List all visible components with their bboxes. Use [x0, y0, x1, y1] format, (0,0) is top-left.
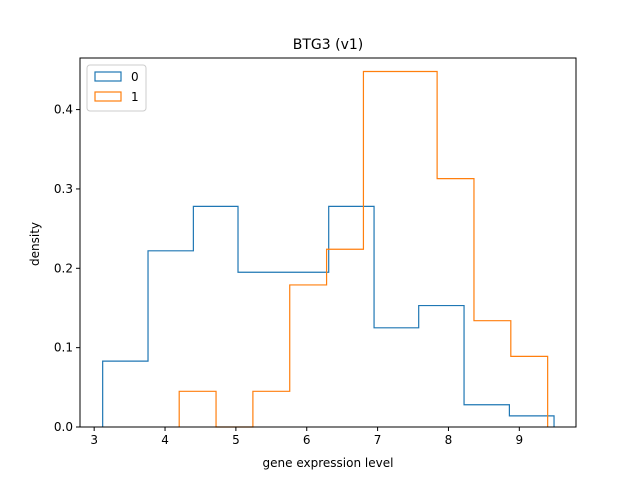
x-tick-label: 4: [161, 433, 169, 447]
x-tick-label: 8: [445, 433, 453, 447]
y-axis-label: density: [28, 222, 42, 266]
y-tick-label: 0.3: [54, 182, 73, 196]
y-tick-label: 0.1: [54, 341, 73, 355]
x-axis-label: gene expression level: [263, 456, 394, 470]
x-axis-ticks: 3 4 5 6 7 8 9: [90, 427, 523, 447]
y-axis-ticks: 0.0 0.1 0.2 0.3 0.4: [54, 103, 80, 434]
axes-frame: [79, 57, 577, 428]
chart-title: BTG3 (v1): [293, 37, 363, 53]
plot-area: 3 4 5 6 7 8 9 0.0 0.1 0.2 0.3 0.4: [54, 57, 577, 447]
legend: 01: [86, 64, 147, 112]
y-tick-label: 0.2: [54, 261, 73, 275]
legend-swatch-0: [94, 71, 122, 82]
x-tick-label: 3: [90, 433, 98, 447]
x-tick-label: 7: [374, 433, 382, 447]
legend-swatch-1: [94, 91, 122, 102]
legend-label-1: 1: [131, 90, 139, 104]
x-tick-label: 6: [303, 433, 311, 447]
legend-label-0: 0: [131, 70, 139, 84]
y-tick-label: 0.0: [54, 420, 73, 434]
legend-box: [86, 64, 147, 112]
series-0-step-outline: [102, 205, 555, 427]
x-tick-label: 5: [232, 433, 240, 447]
x-tick-label: 9: [515, 433, 523, 447]
y-tick-label: 0.4: [54, 103, 73, 117]
